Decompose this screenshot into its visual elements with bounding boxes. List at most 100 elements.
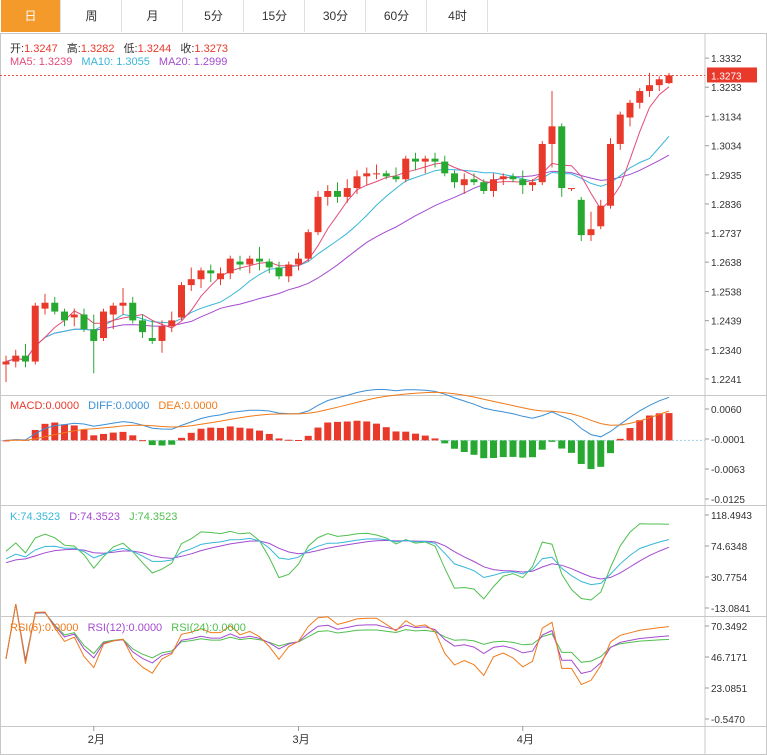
macd-bar [217, 427, 224, 441]
candle-body [470, 179, 478, 183]
close-value: 1.3273 [194, 43, 229, 55]
candle-body [646, 85, 653, 92]
candle-body [587, 229, 595, 236]
macd-bar [373, 423, 380, 441]
ma5-label: MA5: [10, 56, 36, 68]
candle-body [490, 179, 497, 192]
candle-body [626, 102, 634, 118]
kline-chart: 1.3332 1.3233 1.3134 1.3034 1.2935 1.2836 1.27… [0, 33, 767, 755]
price-tick-label: 1.3332 [711, 54, 742, 65]
rsi-axis-tick-label: 70.3492 [711, 622, 748, 633]
candle-body [616, 114, 624, 144]
candle-body [168, 320, 176, 327]
candle-body [607, 143, 614, 206]
candle-body [421, 158, 429, 162]
j-value: 74.3523 [137, 511, 178, 523]
candle-body [636, 91, 644, 103]
price-tick-label: 1.3034 [711, 142, 742, 153]
candle-body [129, 302, 137, 321]
candle-body [412, 158, 419, 162]
current-price-box [707, 67, 757, 83]
candle-body [480, 182, 488, 192]
tab-0[interactable]: 日 [1, 0, 61, 32]
macd-label: MACD: [10, 400, 46, 412]
macd-bar [655, 413, 663, 441]
tab-3[interactable]: 5分 [184, 0, 244, 32]
d-line [5, 539, 670, 580]
macd-bar [460, 440, 468, 452]
k-label: K: [10, 511, 21, 523]
rsi6-label: RSI(6): [10, 622, 45, 634]
macd-bar [168, 440, 176, 445]
tab-1[interactable]: 周 [62, 0, 122, 32]
macd-axis-tick-label: -0.0063 [711, 465, 745, 476]
candle-body [343, 188, 351, 197]
candle-body [655, 79, 663, 86]
candle-body [451, 173, 458, 183]
candle-body [119, 302, 127, 306]
macd-bar [402, 431, 410, 441]
macd-bar [529, 440, 536, 458]
candle-body [2, 361, 10, 365]
rsi12-line [5, 604, 670, 674]
j-label: J: [129, 511, 138, 523]
tab-7[interactable]: 4时 [428, 0, 488, 32]
candle-body [548, 126, 556, 144]
rsi24-label: RSI(24): [171, 622, 213, 634]
macd-bar [80, 429, 88, 441]
candle-body [90, 329, 98, 341]
candle-body [382, 173, 390, 177]
ma10-label: MA10: [81, 56, 114, 68]
candle-body [31, 305, 39, 362]
macd-bar [626, 428, 634, 441]
candle-body [665, 75, 673, 84]
macd-bar [334, 421, 341, 441]
candle-body [529, 182, 536, 186]
candle-body [197, 270, 205, 280]
macd-bar [314, 427, 322, 441]
macd-bar [665, 413, 673, 441]
rsi12-value: 0.0000 [128, 622, 163, 634]
kdj-legend: K:74.3523 D:74.3523 J:74.3523 [10, 511, 183, 523]
macd-bar [236, 427, 244, 441]
candle-body [324, 191, 332, 197]
candle-body [353, 176, 361, 189]
macd-bar [607, 440, 614, 454]
tab-4[interactable]: 15分 [245, 0, 305, 32]
macd-bar [353, 420, 361, 441]
macd-bar [256, 430, 263, 441]
candle-body [265, 261, 273, 268]
rsi-legend: RSI(6):0.0000 RSI(12):0.0000 RSI(24):0.0… [10, 622, 252, 634]
price-tick-label: 1.3233 [711, 83, 742, 94]
k-line [5, 537, 670, 586]
x-tick-label: 3月 [293, 734, 310, 746]
macd-bar [597, 440, 605, 467]
tab-6[interactable]: 60分 [367, 0, 427, 32]
chart-border [0, 33, 767, 755]
macd-axis-tick-label: -0.0125 [711, 495, 745, 506]
candle-body [158, 326, 166, 341]
d-value: 74.3523 [80, 511, 120, 523]
macd-bar [490, 440, 497, 458]
open-label: 开: [10, 43, 25, 55]
tab-2[interactable]: 月 [123, 0, 183, 32]
candle-body [568, 188, 575, 190]
candle-body [509, 176, 517, 180]
price-tick-label: 1.2340 [711, 346, 742, 357]
macd-bar [246, 428, 254, 441]
x-tick-label: 2月 [88, 734, 105, 746]
rsi6-value: 0.0000 [44, 622, 79, 634]
high-label: 高: [66, 43, 81, 55]
macd-bar [509, 440, 517, 457]
rsi-axis-tick-label: -0.5470 [711, 715, 745, 726]
macd-bar [382, 427, 390, 441]
candle-body [70, 314, 78, 318]
macd-bar [70, 425, 78, 441]
macd-bar [178, 437, 185, 441]
x-tick-label: 4月 [517, 734, 534, 746]
candle-body [207, 270, 215, 274]
ma-legend: MA5: 1.3239 MA10: 1.3055 MA20: 1.2999 [10, 56, 233, 68]
candle-body [402, 158, 410, 180]
tab-5[interactable]: 30分 [306, 0, 366, 32]
price-tick-label: 1.2638 [711, 258, 742, 269]
